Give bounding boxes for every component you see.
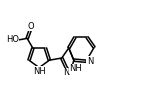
- Text: N: N: [63, 68, 69, 77]
- Text: N: N: [87, 57, 93, 66]
- Text: NH: NH: [33, 67, 46, 76]
- Text: O: O: [28, 22, 34, 31]
- Text: HO: HO: [6, 35, 19, 44]
- Text: NH: NH: [70, 64, 82, 73]
